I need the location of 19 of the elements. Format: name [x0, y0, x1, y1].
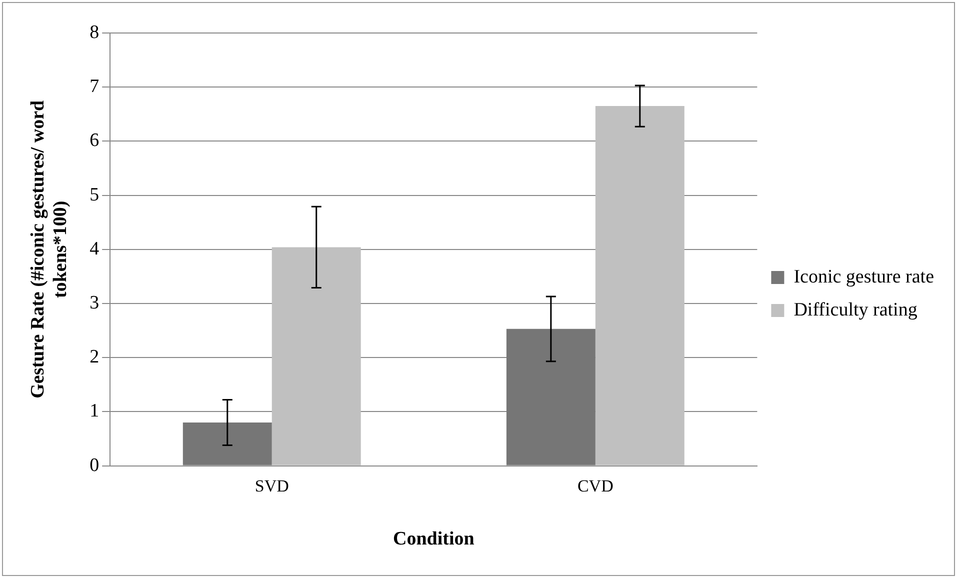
- y-tick-label: 7: [90, 76, 100, 98]
- y-tick-label: 5: [90, 184, 100, 206]
- y-tick-label: 0: [90, 454, 100, 476]
- x-tick-label: CVD: [577, 476, 614, 496]
- x-axis-title: Condition: [392, 528, 475, 550]
- y-tick-label: 8: [90, 22, 100, 43]
- legend-label: Iconic gesture rate: [794, 266, 934, 288]
- y-axis-title: Gesture Rate (#iconic gestures/ word tokens*100): [27, 100, 72, 398]
- y-tick-label: 1: [90, 400, 100, 422]
- bar: [595, 106, 684, 466]
- bar: [272, 247, 361, 466]
- x-tick-label: SVD: [254, 476, 289, 496]
- bar: [182, 422, 272, 466]
- legend-label: Difficulty rating: [794, 299, 918, 320]
- y-tick-label: 2: [90, 346, 100, 368]
- bar: [506, 328, 596, 466]
- y-tick-label: 4: [90, 238, 100, 260]
- y-tick-label: 3: [90, 292, 100, 314]
- y-tick-label: 6: [90, 130, 100, 152]
